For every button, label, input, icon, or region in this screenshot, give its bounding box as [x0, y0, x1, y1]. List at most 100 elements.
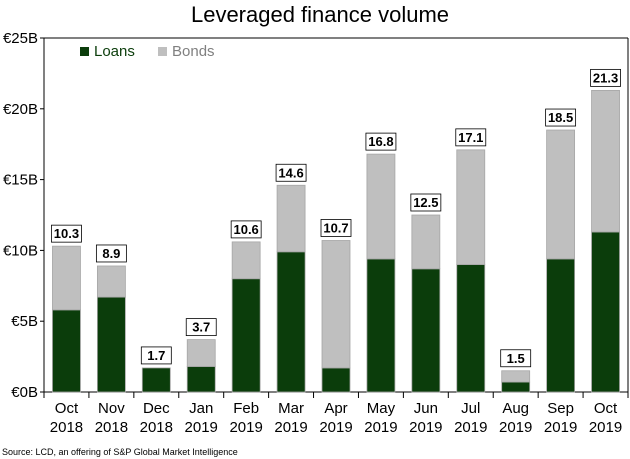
bar-bonds — [231, 241, 261, 280]
x-tick-label-line: 2018 — [95, 419, 128, 436]
bar-bonds — [186, 339, 216, 367]
x-tick-label: Mar 2019 — [274, 400, 307, 436]
legend: Loans Bonds — [80, 43, 215, 60]
legend-label-bonds: Bonds — [172, 43, 215, 60]
data-label: 8.9 — [102, 246, 120, 261]
data-label-box — [500, 349, 532, 368]
x-tick-label-line: 2019 — [185, 419, 218, 436]
data-label-box — [51, 224, 82, 243]
x-tick-label-line: Oct — [594, 400, 618, 417]
chart-title: Leveraged finance volume — [191, 2, 449, 27]
y-tick-label: €10B — [3, 242, 38, 259]
x-tick-label-line: May — [367, 400, 396, 417]
data-label-box — [95, 244, 127, 263]
bar-loans — [276, 251, 306, 393]
data-label: 16.8 — [368, 134, 393, 149]
data-label: 12.5 — [413, 195, 438, 210]
x-tick-label-line: Jan — [189, 400, 213, 417]
legend-swatch-loans — [80, 47, 89, 56]
bar-bonds — [52, 245, 81, 311]
bar-loans — [501, 381, 531, 393]
x-tick-label-line: Jun — [414, 400, 438, 417]
bar-loans — [186, 366, 216, 393]
bar-bonds — [456, 149, 486, 265]
source-note: Source: LCD, an offering of S&P Global M… — [2, 447, 238, 457]
bar-loans — [366, 258, 396, 393]
x-tick-label: Jul 2019 — [454, 400, 487, 436]
data-label: 10.7 — [323, 220, 348, 235]
bars — [52, 89, 620, 393]
bar-loans — [411, 268, 441, 393]
x-tick-label: Aug 2019 — [499, 400, 532, 436]
bar-bonds — [366, 153, 396, 260]
x-tick-label-line: 2019 — [364, 419, 397, 436]
x-tick-label: Sep 2019 — [544, 400, 577, 436]
bar-bonds — [96, 265, 126, 298]
y-tick-label: €25B — [3, 30, 38, 47]
bar-loans — [591, 231, 620, 393]
x-tick-label-line: Nov — [98, 400, 125, 417]
x-tick-label-line: 2019 — [229, 419, 262, 436]
x-tick-label-line: 2018 — [140, 419, 173, 436]
data-label: 1.5 — [507, 351, 525, 366]
bar-loans — [52, 309, 81, 393]
x-tick-label-line: Dec — [143, 400, 170, 417]
data-label: 10.3 — [54, 226, 79, 241]
bar-bonds — [501, 370, 531, 383]
data-label: 3.7 — [192, 320, 210, 335]
x-tick-label-line: Aug — [502, 400, 529, 417]
x-tick-label-line: 2019 — [589, 419, 622, 436]
data-label-box — [230, 220, 262, 239]
x-tick-label-line: Oct — [55, 400, 79, 417]
y-tick-label: €5B — [11, 313, 38, 330]
x-tick-label-line: 2019 — [454, 419, 487, 436]
x-tick-label: Jan 2019 — [185, 400, 218, 436]
x-tick-label: Oct 2018 — [50, 400, 83, 436]
x-tick-label-line: Sep — [547, 400, 574, 417]
bar-loans — [141, 367, 171, 393]
data-label-box — [275, 163, 307, 182]
x-tick-label-line: Apr — [324, 400, 347, 417]
bar-loans — [321, 367, 351, 393]
x-tick-label: Dec 2018 — [140, 400, 173, 436]
bar-loans — [456, 264, 486, 393]
x-tick-label-line: 2019 — [499, 419, 532, 436]
data-label-box — [410, 193, 442, 212]
data-label-box — [140, 346, 172, 365]
x-tick-label: Oct 2019 — [589, 400, 622, 436]
data-label: 18.5 — [548, 110, 573, 125]
x-tick-label-line: 2019 — [319, 419, 352, 436]
data-labels: 10.3 8.9 1.7 3.7 10.6 14.6 10.7 16.8 12.5 17.1 1.5… — [51, 68, 621, 368]
x-tick-label: Jun 2019 — [409, 400, 442, 436]
bar-bonds — [411, 214, 441, 270]
y-tick-label: €20B — [3, 101, 38, 118]
legend-label-loans: Loans — [94, 43, 135, 60]
data-label: 21.3 — [593, 70, 618, 85]
x-tick-label: Apr 2019 — [319, 400, 352, 436]
data-label: 14.6 — [278, 165, 303, 180]
x-tick-label-line: 2019 — [274, 419, 307, 436]
bar-loans — [546, 258, 576, 393]
x-tick-label-line: Feb — [233, 400, 259, 417]
data-label-box — [455, 128, 487, 147]
data-label-box — [545, 108, 577, 127]
bar-loans — [231, 278, 261, 393]
data-label-box — [365, 132, 397, 151]
x-tick-label: Feb 2019 — [229, 400, 262, 436]
bar-loans — [96, 296, 126, 393]
data-label: 10.6 — [233, 222, 258, 237]
x-tick-label: Nov 2018 — [95, 400, 128, 436]
legend-swatch-bonds — [158, 47, 167, 56]
bar-bonds — [546, 129, 576, 260]
y-tick-label: €15B — [3, 172, 38, 189]
x-tick-label-line: 2018 — [50, 419, 83, 436]
x-tick-label-line: Jul — [461, 400, 480, 417]
bar-bonds — [591, 89, 620, 233]
x-tick-label: May 2019 — [364, 400, 397, 436]
data-label-box — [590, 68, 621, 87]
data-label-box — [185, 318, 217, 337]
x-tick-label-line: Mar — [278, 400, 304, 417]
axes: €0B €5B €10B €15B €20B €25B Oct 2018 Nov 2018 Dec 2… — [3, 30, 629, 436]
data-label: 17.1 — [458, 130, 483, 145]
